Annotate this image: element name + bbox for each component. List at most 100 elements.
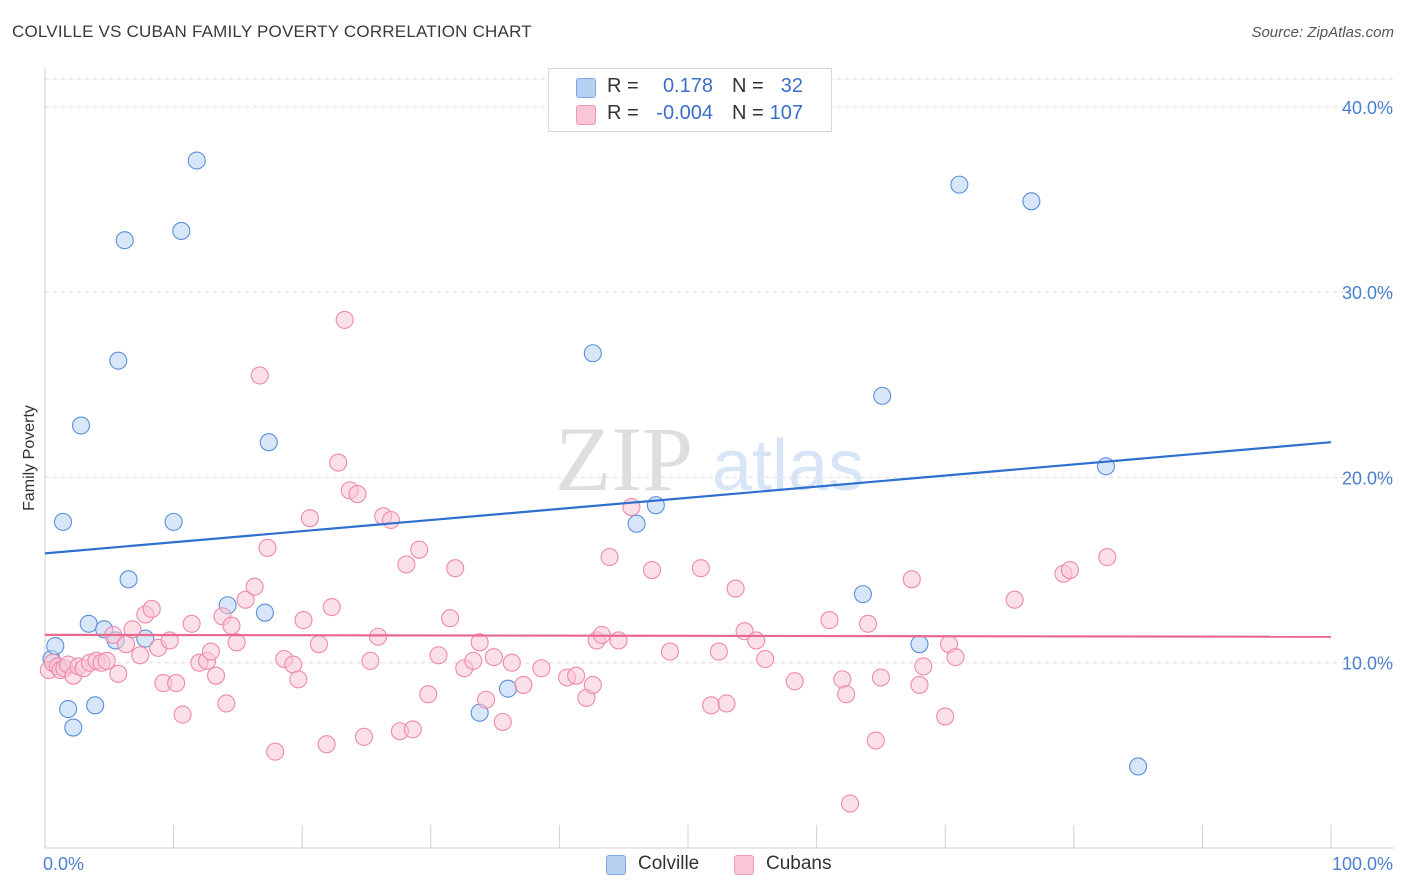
cubans-point bbox=[567, 666, 586, 685]
bottom-legend-label-cubans: Cubans bbox=[766, 853, 832, 874]
cubans-point bbox=[477, 690, 496, 709]
colville-point bbox=[109, 351, 128, 370]
cubans-point bbox=[300, 509, 319, 528]
cubans-point bbox=[309, 635, 328, 654]
legend-n-value: 32 bbox=[780, 75, 803, 97]
cubans-point bbox=[369, 627, 388, 646]
cubans-point bbox=[747, 631, 766, 650]
cubans-point bbox=[1060, 560, 1079, 580]
y-tick-label: 40.0% bbox=[1342, 98, 1393, 118]
cubans-point bbox=[250, 366, 269, 385]
colville-point bbox=[46, 636, 65, 656]
cubans-point bbox=[173, 705, 192, 724]
cubans-point bbox=[429, 646, 448, 665]
cubans-point bbox=[470, 633, 489, 652]
cubans-point bbox=[294, 611, 313, 630]
cubans-point bbox=[946, 648, 965, 667]
cubans-point bbox=[403, 720, 422, 739]
cubans-point bbox=[289, 670, 308, 689]
colville-point bbox=[71, 416, 91, 435]
cubans-point bbox=[502, 653, 521, 672]
cubans-point bbox=[914, 657, 933, 676]
cubans-trend-line bbox=[44, 633, 1332, 638]
cubans-point bbox=[227, 633, 246, 652]
cubans-point bbox=[182, 614, 201, 633]
legend-swatch-colville bbox=[576, 78, 596, 98]
cubans-point bbox=[258, 538, 277, 557]
cubans-point bbox=[397, 555, 416, 574]
y-tick-label: 20.0% bbox=[1342, 468, 1393, 488]
colville-point bbox=[1022, 192, 1041, 211]
cubans-point bbox=[642, 560, 662, 580]
cubans-point bbox=[446, 559, 465, 578]
colville-point bbox=[172, 221, 191, 240]
cubans-point bbox=[167, 674, 186, 693]
cubans-point bbox=[206, 666, 226, 685]
legend-r-label: R = bbox=[607, 75, 639, 97]
legend-r-label: R = bbox=[607, 102, 639, 124]
cubans-point bbox=[514, 675, 533, 694]
cubans-point bbox=[609, 631, 628, 650]
cubans-point bbox=[785, 672, 804, 691]
cubans-point bbox=[410, 540, 429, 559]
y-tick-label: 10.0% bbox=[1342, 654, 1393, 674]
cubans-point bbox=[902, 570, 921, 589]
colville-point bbox=[583, 344, 602, 363]
cubans-point bbox=[160, 631, 179, 650]
legend: R = 0.178 N = 32 R = -0.004 N = 107 bbox=[548, 68, 832, 132]
watermark: ZIP atlas bbox=[555, 408, 864, 510]
bottom-legend: Colville Cubans bbox=[0, 852, 1406, 878]
cubans-point bbox=[583, 675, 602, 694]
cubans-point bbox=[419, 685, 438, 704]
colville-point bbox=[910, 635, 929, 654]
cubans-point bbox=[441, 609, 460, 628]
legend-n-value: 107 bbox=[769, 102, 803, 124]
cubans-point bbox=[910, 675, 929, 694]
colville-point bbox=[115, 231, 134, 250]
cubans-point bbox=[123, 620, 142, 639]
cubans-point bbox=[109, 664, 128, 683]
colville-point bbox=[873, 386, 892, 405]
axes bbox=[44, 68, 1394, 849]
colville-point bbox=[187, 151, 206, 170]
cubans-point bbox=[97, 651, 116, 670]
legend-row-colville: R = 0.178 N = 32 bbox=[549, 73, 831, 100]
cubans-point bbox=[726, 579, 745, 598]
colville-point bbox=[64, 718, 83, 737]
cubans-point bbox=[354, 727, 373, 746]
cubans-point bbox=[317, 735, 336, 754]
cubans-point bbox=[820, 611, 839, 630]
legend-n-label: N = bbox=[732, 75, 764, 97]
cubans-point bbox=[702, 696, 721, 715]
colville-point bbox=[259, 433, 278, 452]
colville-point bbox=[53, 512, 73, 531]
cubans-point bbox=[493, 712, 512, 732]
cubans-point bbox=[837, 685, 856, 704]
cubans-point bbox=[245, 577, 264, 596]
cubans-point bbox=[871, 668, 890, 687]
legend-r-value: -0.004 bbox=[656, 102, 713, 124]
chart-title: COLVILLE VS CUBAN FAMILY POVERTY CORRELA… bbox=[12, 22, 532, 41]
x-tick-label: 0.0% bbox=[43, 854, 84, 874]
bottom-legend-swatch-colville bbox=[606, 855, 626, 875]
cubans-point bbox=[322, 598, 341, 617]
legend-swatch-cubans bbox=[576, 105, 596, 125]
cubans-point bbox=[484, 648, 503, 667]
cubans-point bbox=[1098, 548, 1117, 567]
cubans-point bbox=[717, 694, 736, 713]
legend-row-cubans: R = -0.004 N = 107 bbox=[549, 100, 831, 127]
cubans-point bbox=[381, 510, 400, 530]
cubans-point bbox=[756, 649, 775, 669]
colville-point bbox=[79, 614, 98, 633]
colville-trend-line bbox=[44, 441, 1332, 555]
bottom-legend-swatch-cubans bbox=[734, 855, 754, 875]
axis-labels: 10.0% 20.0% 30.0% 40.0% 0.0% 100.0% Family Pov… bbox=[21, 98, 1393, 874]
cubans-point bbox=[335, 310, 354, 329]
trend-lines bbox=[44, 441, 1332, 638]
colville-point bbox=[119, 570, 138, 589]
colville-point bbox=[853, 585, 872, 604]
colville-point bbox=[1129, 757, 1148, 776]
chart-source: Source: ZipAtlas.com bbox=[1251, 24, 1394, 41]
cubans-point bbox=[222, 616, 241, 635]
